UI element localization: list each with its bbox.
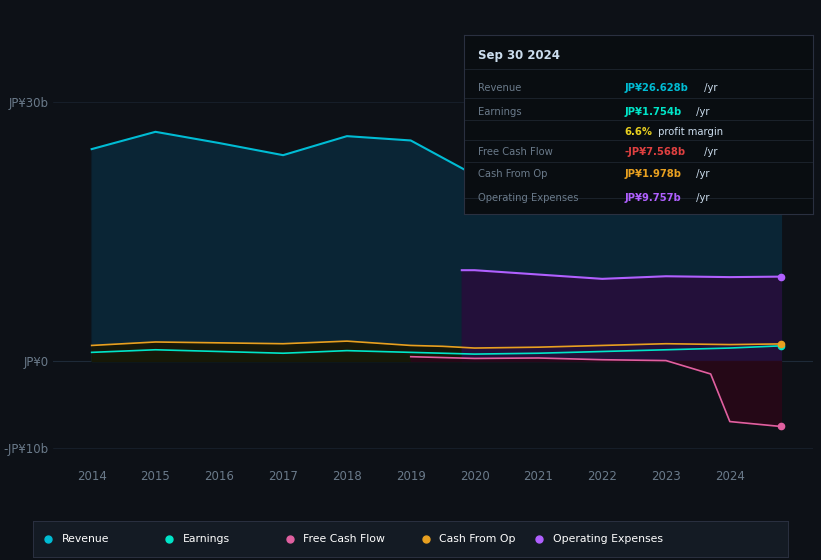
Text: Revenue: Revenue <box>62 534 109 544</box>
Text: Operating Expenses: Operating Expenses <box>478 193 578 203</box>
Text: JP¥9.757b: JP¥9.757b <box>624 193 681 203</box>
Text: Free Cash Flow: Free Cash Flow <box>478 147 553 157</box>
Text: /yr: /yr <box>701 82 718 92</box>
Text: Cash From Op: Cash From Op <box>478 169 548 179</box>
Text: /yr: /yr <box>694 169 710 179</box>
Text: profit margin: profit margin <box>655 127 723 137</box>
Text: Revenue: Revenue <box>478 82 521 92</box>
Text: JP¥1.754b: JP¥1.754b <box>624 107 681 117</box>
Text: 6.6%: 6.6% <box>624 127 653 137</box>
Text: Earnings: Earnings <box>182 534 230 544</box>
Text: JP¥26.628b: JP¥26.628b <box>624 82 688 92</box>
Text: JP¥1.978b: JP¥1.978b <box>624 169 681 179</box>
Text: Earnings: Earnings <box>478 107 521 117</box>
Text: -JP¥7.568b: -JP¥7.568b <box>624 147 686 157</box>
Text: Free Cash Flow: Free Cash Flow <box>303 534 385 544</box>
Text: /yr: /yr <box>694 193 710 203</box>
Text: /yr: /yr <box>701 147 718 157</box>
Text: Operating Expenses: Operating Expenses <box>553 534 663 544</box>
Text: Sep 30 2024: Sep 30 2024 <box>478 49 560 62</box>
Text: /yr: /yr <box>694 107 710 117</box>
Text: Cash From Op: Cash From Op <box>439 534 516 544</box>
